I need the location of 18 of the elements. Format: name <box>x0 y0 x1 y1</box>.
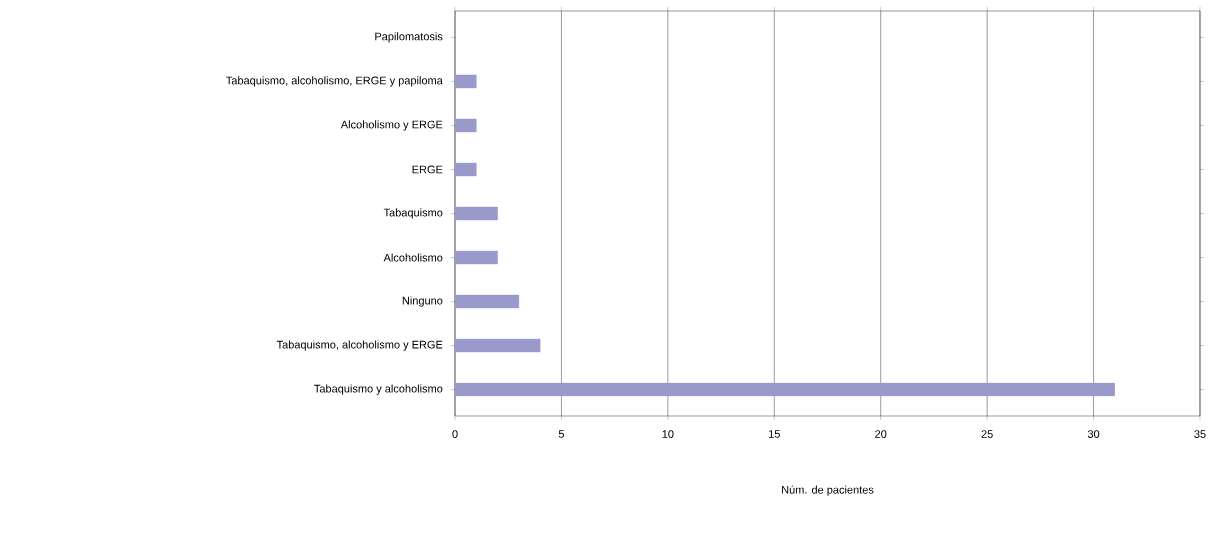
y-tick-label: Tabaquismo <box>383 208 443 219</box>
x-tick-label: 10 <box>662 430 674 438</box>
y-tick-label: Ninguno <box>402 296 443 307</box>
x-axis-title: Núm. de pacientes <box>782 485 874 496</box>
x-tick-label: 0 <box>452 430 458 438</box>
y-tick-label: Alcoholismo y ERGE <box>340 120 443 131</box>
y-tick-label: ERGE <box>412 165 443 174</box>
y-tick-label: Papilomatosis <box>375 32 443 43</box>
x-tick-label: 5 <box>558 430 565 438</box>
y-tick-label: Tabaquismo, alcoholismo y ERGE <box>276 340 443 351</box>
x-tick-label: 30 <box>1087 430 1100 438</box>
x-tick-label: 35 <box>1194 430 1206 438</box>
y-tick-label: Tabaquismo, alcoholismo, ERGE y papiloma <box>226 76 443 87</box>
x-tick-label: 20 <box>875 430 887 438</box>
x-tick-label: 15 <box>769 430 780 438</box>
y-tick-label: Tabaquismo y alcoholismo <box>314 384 443 395</box>
y-tick-label: Alcoholismo <box>383 253 443 262</box>
x-tick-label: 25 <box>981 430 993 438</box>
